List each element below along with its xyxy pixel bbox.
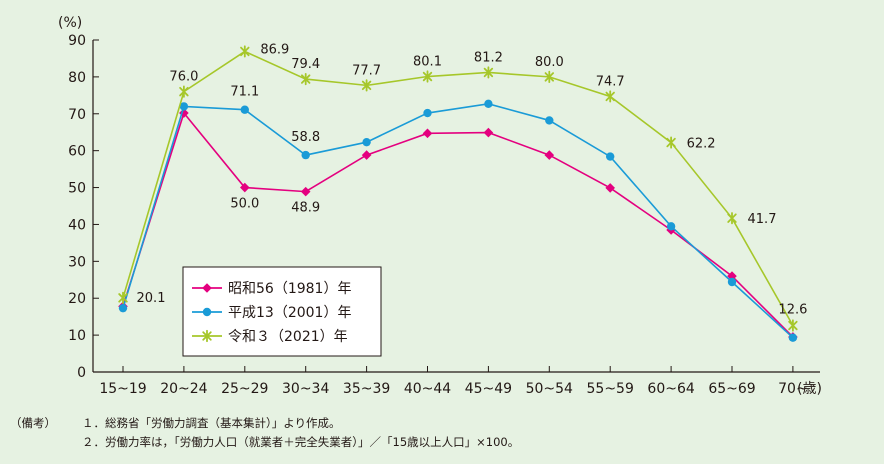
series-1-point: [483, 127, 494, 138]
y-tick-label: 30: [68, 254, 86, 270]
x-tick-label: 30~34: [282, 381, 329, 397]
data-label: 12.6: [778, 303, 807, 318]
x-tick-label: 70~: [778, 381, 808, 397]
x-tick-label: 60~64: [647, 381, 694, 397]
series-3-point: [666, 136, 676, 149]
x-tick-label: 35~39: [343, 381, 390, 397]
series-3-point: [179, 85, 189, 98]
series-3-point: [544, 70, 554, 83]
data-label: 74.7: [596, 74, 625, 89]
data-labels: 50.0 48.9 71.1 58.8 20.1 76.0 86.979.4 77.7 80.1…: [137, 42, 808, 317]
legend-item-1: 昭和56（1981）年: [192, 281, 351, 297]
series-3: [118, 45, 798, 332]
data-label: 41.7: [748, 212, 777, 227]
series-2-point: [118, 303, 128, 313]
series-3-line: [122, 50, 794, 326]
data-label: 80.0: [535, 55, 564, 70]
data-label: 76.0: [169, 70, 198, 85]
legend-label: 平成13（2001）年: [228, 305, 351, 321]
y-tick-label: 90: [68, 33, 86, 49]
legend-label: 昭和56（1981）年: [228, 281, 351, 297]
data-label: 86.9: [260, 42, 289, 57]
data-label: 80.1: [413, 55, 442, 70]
x-tick-label: 15~19: [99, 381, 146, 397]
series-2-point: [240, 105, 249, 114]
series-2-point: [484, 99, 493, 109]
data-label: 20.1: [137, 291, 166, 306]
data-label: 77.7: [352, 63, 381, 78]
legend-item-3: 令和３（2021）年: [192, 329, 348, 345]
x-tick-label: 45~49: [465, 381, 512, 397]
series-1-point: [727, 271, 737, 281]
series-2-point: [606, 152, 615, 161]
series-1-point: [240, 182, 250, 193]
series-2-point: [423, 108, 432, 118]
series-1-point: [300, 186, 311, 197]
series-layer: [118, 45, 798, 342]
y-tick-label: 20: [68, 291, 86, 307]
series-2: [118, 99, 798, 342]
x-unit-label: (歳): [797, 381, 822, 397]
data-label: 50.0: [230, 197, 259, 212]
data-label: 62.2: [687, 137, 716, 152]
series-2-point: [301, 150, 310, 160]
x-axis: 15~19 20~24 25~29 30~34 35~39 40~44 45~49 50~54…: [93, 366, 820, 397]
series-3-point: [300, 73, 311, 86]
note-1-text: １．総務省「労働力調査（基本集計）」より作成。: [82, 416, 341, 430]
series-2-line: [122, 103, 794, 339]
note-1: （備考） １．総務省「労働力調査（基本集計）」より作成。: [10, 414, 519, 433]
legend-label: 令和３（2021）年: [228, 329, 348, 345]
legend-item-2: 平成13（2001）年: [192, 305, 351, 321]
series-3-point: [361, 79, 372, 92]
x-tick-label: 40~44: [404, 381, 451, 397]
series-1-point: [422, 128, 433, 139]
series-1-point: [605, 183, 615, 193]
series-2-point: [727, 277, 737, 287]
series-3-point: [605, 90, 615, 103]
notes-head: （備考）: [10, 416, 56, 430]
y-tick-label: 0: [77, 365, 86, 381]
x-tick-label: 25~29: [221, 381, 268, 397]
series-2-point: [362, 137, 371, 147]
data-label: 58.8: [291, 130, 320, 145]
series-3-point: [240, 45, 250, 58]
legend-marker: [202, 283, 212, 293]
note-2-text: ２．労働力率は，「労働力人口（就業者＋完全失業者）」／「15歳以上人口」×100…: [82, 435, 520, 449]
x-tick-label: 65~69: [708, 381, 755, 397]
series-2-point: [788, 333, 798, 342]
y-tick-label: 40: [68, 217, 86, 233]
series-2-point: [545, 116, 554, 125]
series-3-point: [422, 70, 433, 83]
series-3-point: [483, 66, 494, 79]
y-tick-label: 70: [68, 107, 86, 123]
series-3-point: [727, 212, 737, 225]
x-tick-label: 20~24: [160, 381, 207, 397]
x-tick-label: 50~54: [526, 381, 573, 397]
y-axis: 0 10 20 30 40 50 60 70 80 90: [68, 33, 99, 381]
y-tick-label: 50: [68, 181, 86, 197]
y-tick-label: 80: [68, 70, 86, 86]
data-label: 81.2: [474, 50, 503, 65]
note-2: ２．労働力率は，「労働力人口（就業者＋完全失業者）」／「15歳以上人口」×100…: [10, 433, 519, 452]
data-label: 79.4: [291, 57, 320, 72]
legend-marker: [202, 307, 212, 317]
data-label: 71.1: [230, 85, 259, 100]
series-3-point: [118, 291, 128, 304]
y-tick-label: 10: [68, 328, 86, 344]
y-tick-label: 60: [68, 144, 86, 160]
x-tick-label: 55~59: [587, 381, 634, 397]
y-unit-label: (%): [58, 15, 82, 31]
series-3-point: [788, 319, 798, 332]
series-1-line: [122, 111, 794, 338]
notes: （備考） １．総務省「労働力調査（基本集計）」より作成。 ２．労働力率は，「労働力…: [10, 414, 519, 452]
series-2-point: [179, 102, 189, 111]
series-1-point: [361, 150, 372, 160]
legend-marker: [202, 329, 212, 343]
series-2-point: [666, 222, 676, 231]
series-1-point: [544, 150, 555, 160]
data-label: 48.9: [291, 201, 320, 216]
